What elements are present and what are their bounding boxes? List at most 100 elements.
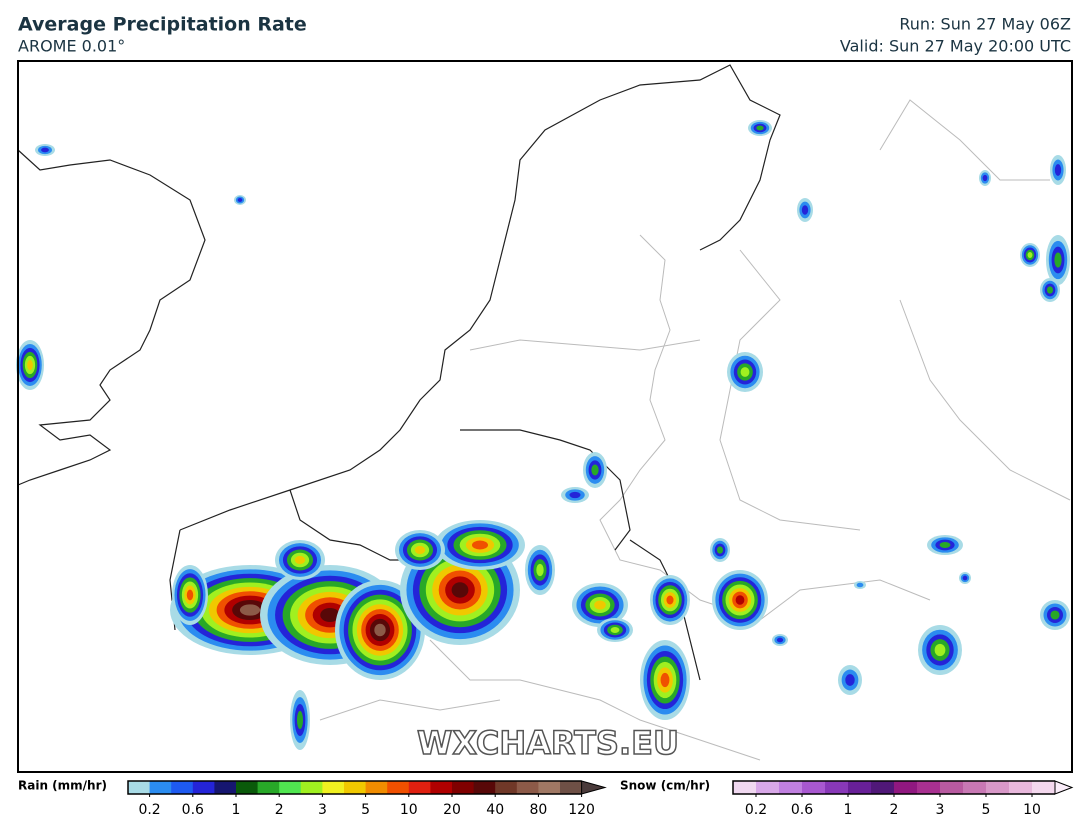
- color-swatch: [344, 781, 367, 794]
- color-swatch: [279, 781, 302, 794]
- color-swatch: [963, 781, 987, 794]
- rain-cell: [451, 582, 469, 598]
- rain-cell: [414, 545, 426, 555]
- color-swatch: [986, 781, 1010, 794]
- color-swatch: [538, 781, 561, 794]
- map-background: [18, 61, 1072, 772]
- precipitation: [16, 120, 1070, 750]
- watermark: WXCHARTS.EU: [417, 724, 679, 762]
- rain-cell: [660, 672, 670, 688]
- color-swatch: [825, 781, 849, 794]
- color-swatch: [430, 781, 453, 794]
- map-frame: [17, 60, 1073, 773]
- rain-cell: [239, 604, 261, 616]
- colorbar-tick-label: 2: [275, 802, 284, 818]
- rain-cell: [962, 575, 968, 581]
- color-swatch: [495, 781, 518, 794]
- rain-cell: [801, 205, 809, 215]
- rain-cell: [296, 710, 304, 730]
- rain-cell: [294, 555, 306, 565]
- color-swatch: [940, 781, 964, 794]
- color-swatch: [214, 781, 237, 794]
- color-swatch: [871, 781, 895, 794]
- color-swatch: [560, 781, 583, 794]
- color-swatch: [236, 781, 259, 794]
- rain-cell: [374, 623, 386, 637]
- color-swatch: [516, 781, 539, 794]
- color-swatch: [1009, 781, 1033, 794]
- rain-cell: [471, 540, 489, 550]
- run: Run: Sun 27 May 06Z: [899, 15, 1071, 34]
- rain-cell: [186, 589, 194, 601]
- valid: Valid: Sun 27 May 20:00 UTC: [840, 37, 1071, 56]
- rain-cell: [740, 367, 750, 377]
- rain-cell: [41, 147, 49, 153]
- colorbar-tick-label: 120: [568, 802, 595, 818]
- rain-cell: [716, 546, 724, 554]
- color-swatch: [848, 781, 872, 794]
- rain-cell: [1054, 252, 1062, 268]
- color-swatch: [452, 781, 475, 794]
- color-swatch: [387, 781, 410, 794]
- title: Average Precipitation Rate: [18, 14, 307, 36]
- color-swatch: [1032, 781, 1056, 794]
- colorbar-tick-label: 3: [936, 802, 945, 818]
- rain-cell: [569, 491, 581, 499]
- map: WXCHARTS.EU: [16, 60, 1073, 773]
- color-swatch: [917, 781, 941, 794]
- rain-cell: [856, 582, 864, 588]
- rain-cell: [591, 464, 599, 476]
- snow-colorbar: 0.2 0.6 1 2 3 5 10: [732, 780, 1074, 818]
- colorbar-arrow: [581, 780, 607, 795]
- rain-cell: [1046, 286, 1054, 294]
- rain-cell: [1054, 164, 1062, 176]
- colorbar-tick-label: 2: [890, 802, 899, 818]
- color-swatch: [171, 781, 194, 794]
- color-swatch: [894, 781, 918, 794]
- rain-cell: [939, 541, 951, 549]
- rain-cell: [1027, 252, 1033, 258]
- colorbar-tick-label: 40: [486, 802, 504, 818]
- color-swatch: [473, 781, 496, 794]
- colorbar-tick-label: 80: [529, 802, 547, 818]
- rain-cell: [536, 563, 544, 577]
- rain-cell: [934, 643, 946, 657]
- colorbar-tick-label: 1: [232, 802, 241, 818]
- color-swatch: [365, 781, 388, 794]
- colorbar-tick-label: 0.6: [182, 802, 204, 818]
- rain-colorbar: 0.2 0.6 1 2 3 5 10 20 40 80 120: [127, 780, 607, 818]
- colorbar-tick-label: 5: [361, 802, 370, 818]
- rain-cell: [982, 174, 988, 182]
- rain-cell: [756, 125, 764, 131]
- rain-cell: [237, 198, 243, 202]
- rain-cell: [776, 637, 784, 643]
- color-swatch: [408, 781, 431, 794]
- colorbar-tick-label: 3: [318, 802, 327, 818]
- colorbar-arrow: [1054, 780, 1074, 795]
- rain-cell: [594, 600, 606, 610]
- colorbar-tick-label: 0.6: [791, 802, 813, 818]
- colorbar-tick-label: 20: [443, 802, 461, 818]
- colorbar-tick-label: 1: [844, 802, 853, 818]
- color-swatch: [802, 781, 826, 794]
- color-swatch: [779, 781, 803, 794]
- color-swatch: [300, 781, 323, 794]
- rain-cell: [845, 674, 855, 686]
- rain-legend-label: Rain (mm/hr): [18, 779, 107, 793]
- color-swatch: [257, 781, 280, 794]
- color-swatch: [149, 781, 172, 794]
- color-swatch: [322, 781, 345, 794]
- colorbar-tick-label: 10: [400, 802, 418, 818]
- rain-cell: [27, 359, 33, 371]
- borders: [319, 99, 1071, 761]
- color-swatch: [128, 781, 151, 794]
- colorbar-tick-label: 0.2: [138, 802, 160, 818]
- snow-legend-label: Snow (cm/hr): [620, 779, 710, 793]
- color-swatch: [192, 781, 215, 794]
- colorbar-outline: [127, 780, 582, 795]
- rain-cell: [1050, 610, 1060, 620]
- colorbar-tick-label: 10: [1023, 802, 1041, 818]
- rain-cell: [735, 595, 745, 605]
- colorbar-tick-label: 0.2: [745, 802, 767, 818]
